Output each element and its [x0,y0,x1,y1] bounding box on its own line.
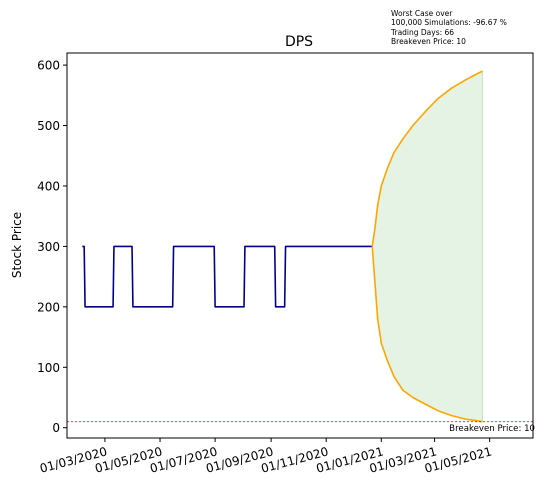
y-tick-label: 100 [37,361,60,375]
simulation-band-area [372,71,483,422]
plot-frame [66,52,534,439]
lower-bound-line [371,246,483,423]
breakeven-label: Breakeven Price: 10 [449,424,535,434]
y-tick-label: 0 [52,421,60,435]
y-tick-label: 500 [37,119,60,133]
y-axis: 0 100 200 300 400 500 600 [37,59,67,435]
series-layer [82,70,483,423]
y-tick-label: 400 [37,179,60,193]
annotation-line: 100,000 Simulations: -96.67 % [391,18,507,28]
annotation-line: Trading Days: 66 [391,27,455,37]
y-tick-label: 300 [37,240,60,254]
history-line [82,245,373,308]
y-axis-label: Stock Price [10,212,24,278]
annotation-line: Breakeven Price: 10 [391,36,466,46]
simulation-band [372,71,483,422]
chart-title: DPS [285,34,313,50]
y-tick-label: 200 [37,300,60,314]
simulation-annotation: Worst Case over 100,000 Simulations: -96… [391,9,507,46]
upper-bound-line [371,70,483,247]
y-tick-label: 600 [37,59,60,73]
annotation-line: Worst Case over [391,9,453,18]
x-axis: 01/03/202001/05/202001/07/202001/09/2020… [38,438,493,476]
